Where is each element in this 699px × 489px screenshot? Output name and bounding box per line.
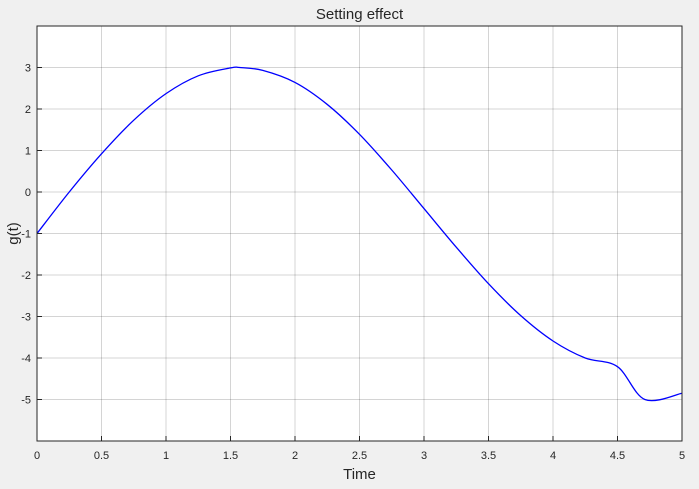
- y-tick-label: -5: [21, 395, 31, 407]
- x-tick-label: 3: [421, 450, 427, 462]
- y-tick-label: 3: [25, 63, 31, 75]
- y-axis-label: g(t): [5, 222, 22, 245]
- grid-lines: [37, 26, 682, 441]
- x-tick-label: 3.5: [481, 450, 496, 462]
- x-tick-label: 2: [292, 450, 298, 462]
- x-tick-labels: 0 0.5 1 1.5 2 2.5 3 3.5 4 4.5 5: [34, 450, 685, 462]
- chart-title: Setting effect: [316, 6, 404, 23]
- x-tick-label: 5: [679, 450, 685, 462]
- x-tick-label: 1.5: [223, 450, 238, 462]
- x-tick-label: 0.5: [94, 450, 109, 462]
- y-tick-label: 2: [25, 104, 31, 116]
- series-layer: [36, 66, 683, 402]
- y-tick-label: 0: [25, 187, 31, 199]
- y-tick-label: -1: [21, 229, 31, 241]
- y-tick-label: 1: [25, 146, 31, 158]
- x-tick-label: 2.5: [352, 450, 367, 462]
- y-tick-label: -3: [21, 312, 31, 324]
- x-tick-label: 0: [34, 450, 40, 462]
- y-tick-label: -2: [21, 270, 31, 282]
- x-tick-label: 1: [163, 450, 169, 462]
- series-line: [36, 66, 683, 402]
- x-tick-label: 4.5: [610, 450, 625, 462]
- plot-area: [37, 26, 682, 441]
- x-axis-label: Time: [343, 466, 376, 483]
- x-tick-label: 4: [550, 450, 556, 462]
- y-tick-label: -4: [21, 353, 31, 365]
- y-tick-labels: -5 -4 -3 -2 -1 0 1 2 3: [21, 63, 31, 407]
- tick-marks: [36, 67, 683, 441]
